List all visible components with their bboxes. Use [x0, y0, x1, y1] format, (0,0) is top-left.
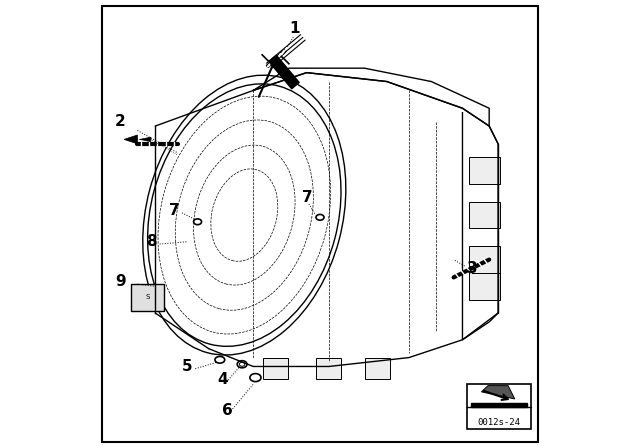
- Text: 1: 1: [289, 21, 300, 35]
- FancyBboxPatch shape: [316, 358, 341, 379]
- Text: 6: 6: [222, 404, 233, 418]
- Text: 8: 8: [147, 234, 157, 249]
- FancyBboxPatch shape: [131, 284, 164, 311]
- Text: 7: 7: [168, 203, 179, 218]
- Text: 9: 9: [115, 274, 126, 289]
- Bar: [472, 403, 527, 407]
- Polygon shape: [481, 386, 515, 399]
- FancyBboxPatch shape: [469, 246, 500, 273]
- FancyBboxPatch shape: [469, 157, 500, 184]
- Polygon shape: [253, 68, 489, 126]
- Text: 0012s-24: 0012s-24: [477, 418, 521, 426]
- Bar: [269, 55, 299, 89]
- FancyBboxPatch shape: [263, 358, 288, 379]
- Text: 2: 2: [115, 114, 126, 129]
- Text: S: S: [145, 294, 150, 301]
- Text: 5: 5: [182, 359, 193, 374]
- FancyBboxPatch shape: [365, 358, 390, 379]
- FancyBboxPatch shape: [102, 6, 538, 442]
- Text: 7: 7: [302, 190, 313, 205]
- FancyBboxPatch shape: [469, 273, 500, 300]
- Text: 3: 3: [467, 261, 477, 276]
- Polygon shape: [463, 113, 498, 340]
- FancyBboxPatch shape: [469, 202, 500, 228]
- Text: 4: 4: [218, 372, 228, 387]
- FancyBboxPatch shape: [467, 384, 531, 429]
- Polygon shape: [140, 137, 151, 142]
- Polygon shape: [124, 135, 138, 144]
